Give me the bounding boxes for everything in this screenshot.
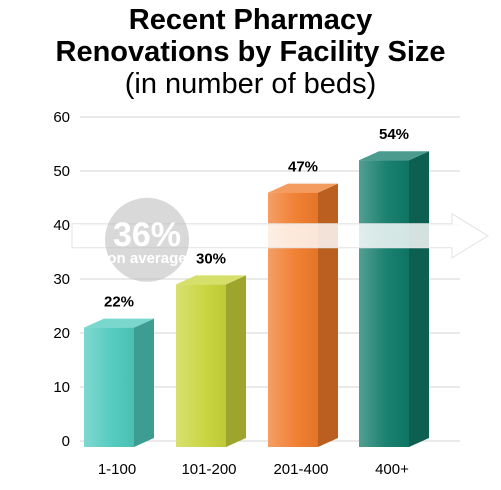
bar-top (84, 318, 154, 328)
data-label: 22% (104, 294, 134, 311)
average-caption: on average (107, 250, 186, 267)
bar-highlight (176, 284, 226, 447)
bar-side (409, 151, 429, 447)
x-tick-label: 1-100 (98, 461, 136, 478)
data-label: 30% (196, 250, 226, 267)
bar-highlight (359, 160, 409, 447)
bar-side (226, 275, 246, 447)
y-tick-label: 50 (53, 163, 70, 180)
y-tick-label: 10 (53, 379, 70, 396)
bar-top (359, 151, 429, 161)
data-label: 54% (379, 126, 409, 143)
average-badge (105, 197, 189, 282)
data-label: 47% (288, 159, 318, 176)
y-tick-label: 60 (53, 109, 70, 126)
y-tick-label: 30 (53, 271, 70, 288)
bar-top (268, 183, 338, 193)
x-tick-label: 101-200 (181, 461, 236, 478)
chart-subtitle: (in number of beds) (124, 68, 377, 100)
average-value: 36% (113, 216, 181, 254)
y-tick-label: 40 (53, 217, 70, 234)
bar-highlight (84, 327, 134, 447)
y-tick-label: 20 (53, 325, 70, 342)
y-tick-label: 0 (62, 433, 70, 450)
chart-title-line-2: Renovations by Facility Size (55, 36, 446, 68)
chart-title-line-1: Recent Pharmacy (128, 4, 373, 36)
x-tick-label: 400+ (375, 461, 409, 478)
bar-side (318, 183, 338, 447)
bar-side (134, 318, 154, 447)
bar-top (176, 275, 246, 285)
x-tick-label: 201-400 (273, 461, 328, 478)
